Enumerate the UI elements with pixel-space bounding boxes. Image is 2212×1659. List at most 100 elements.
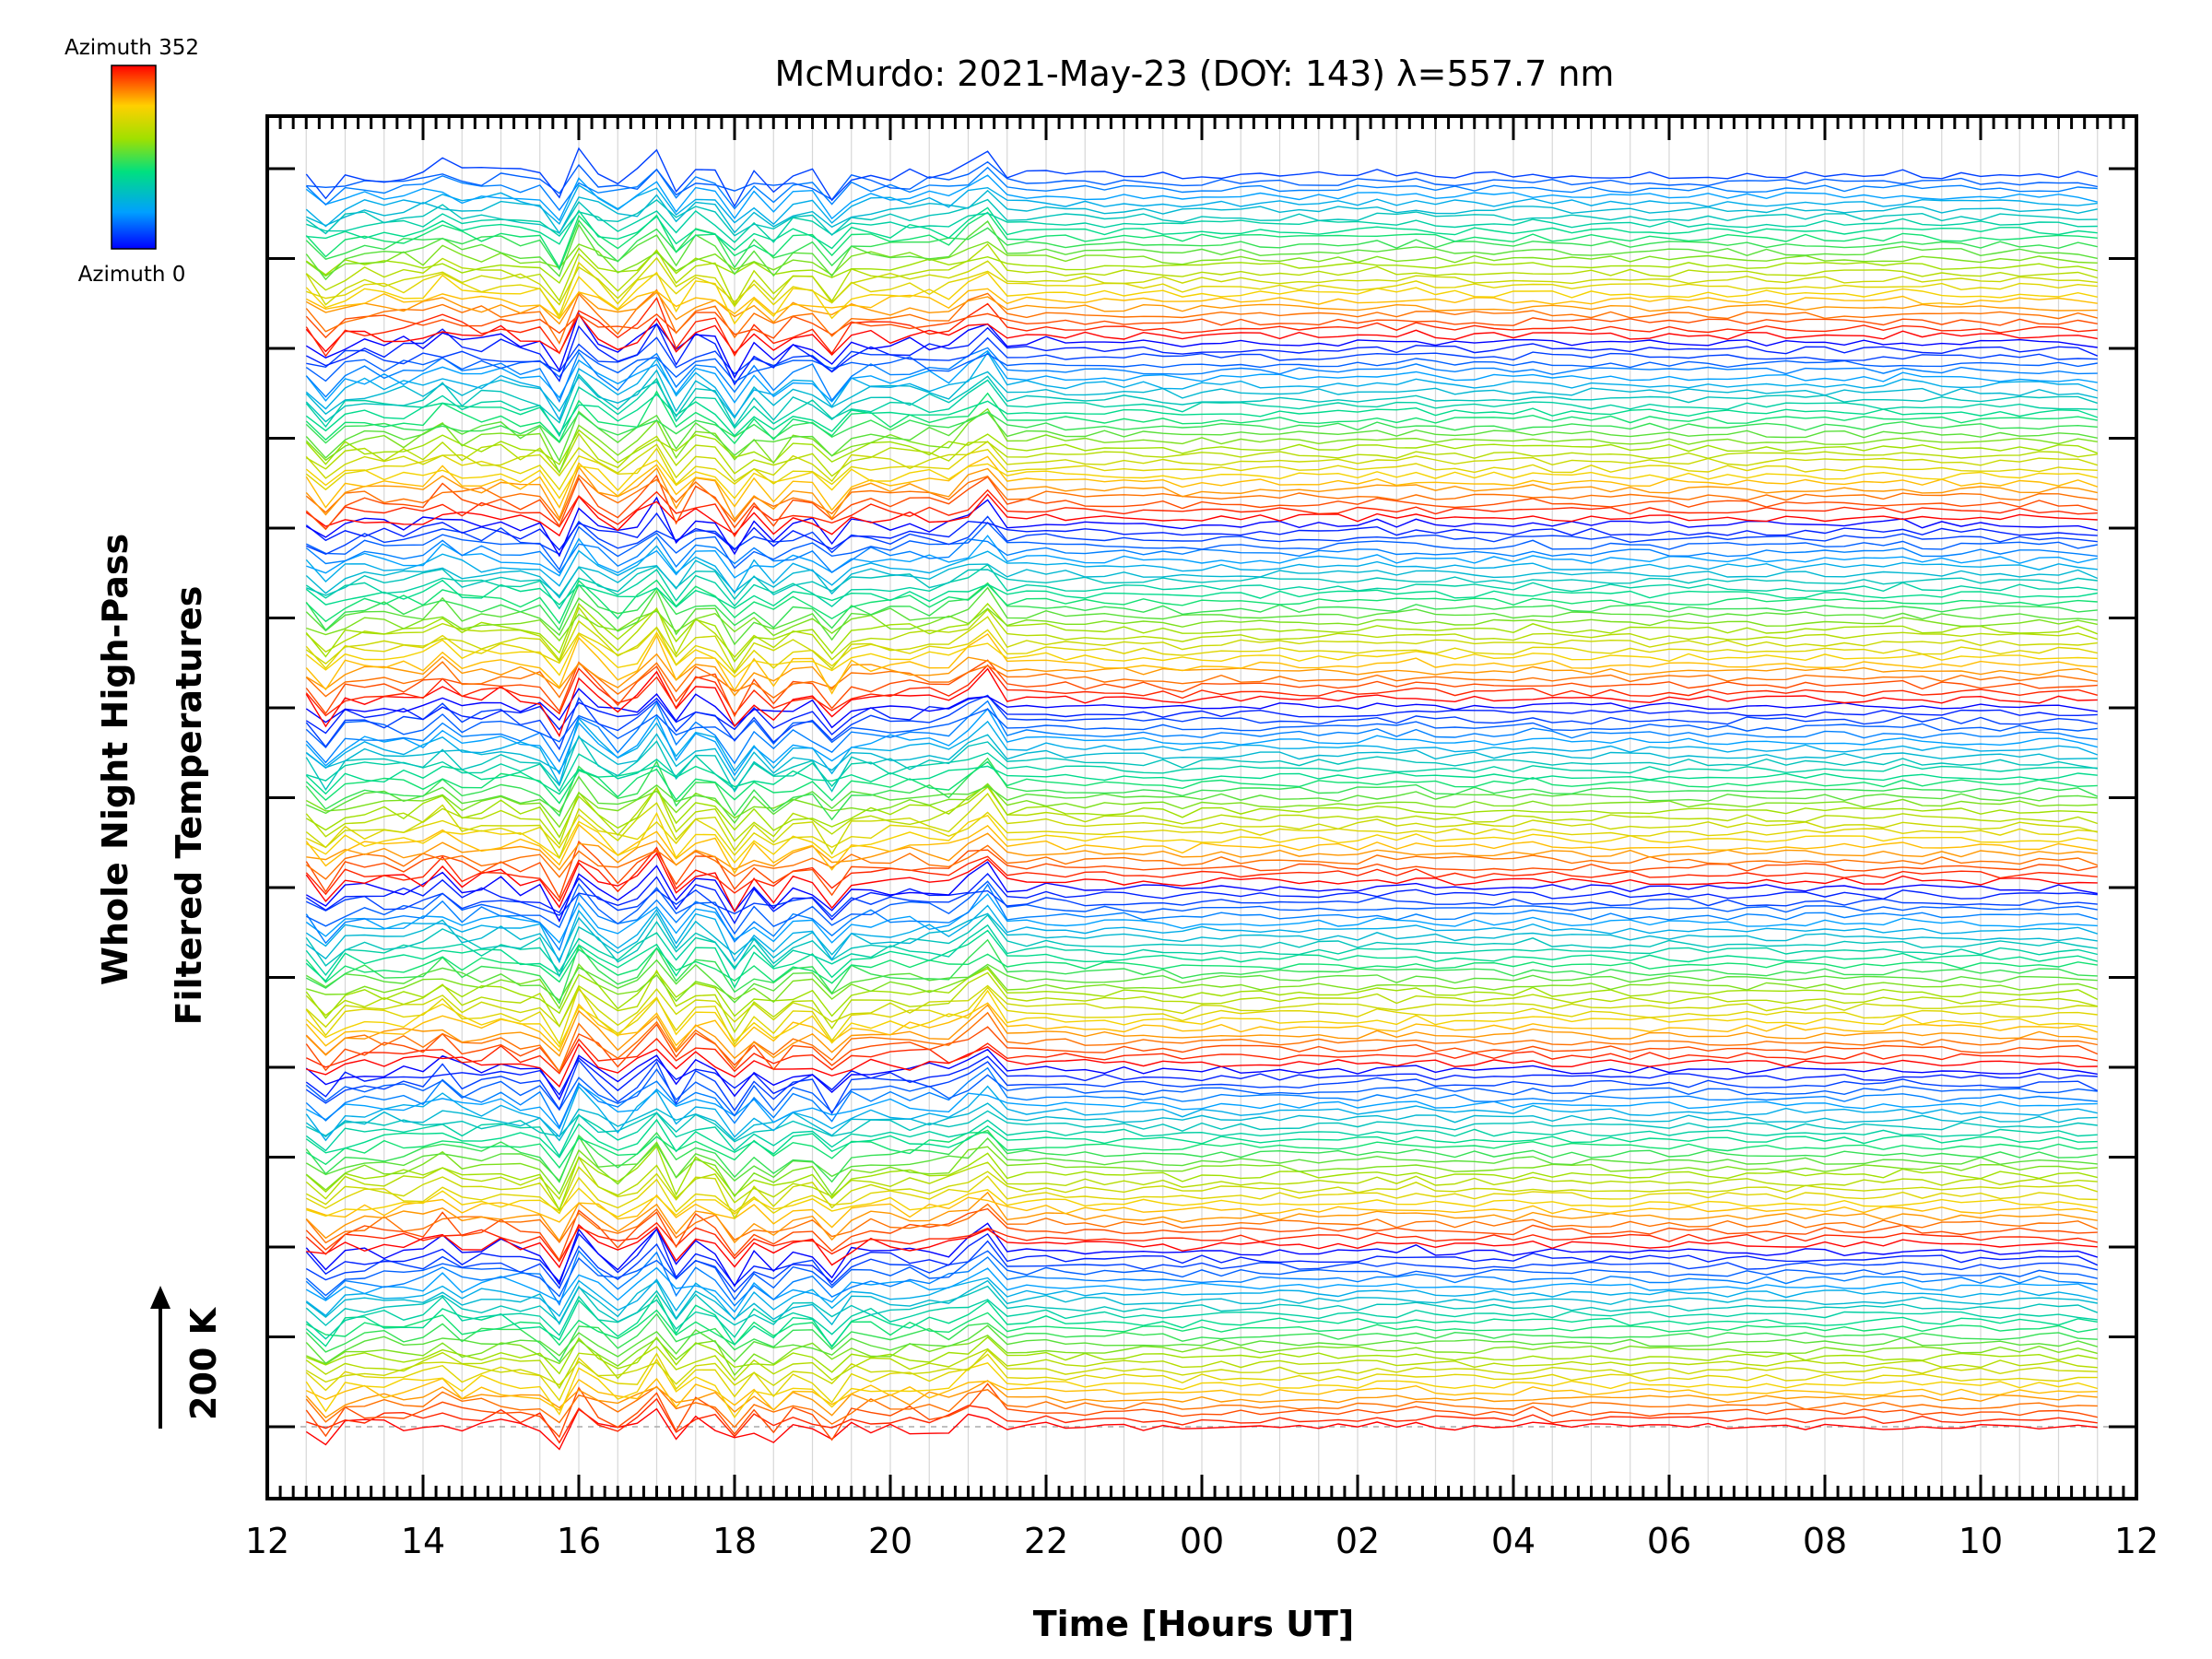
azimuth-trace-line <box>305 861 2098 923</box>
x-tick-label: 02 <box>1335 1521 1380 1561</box>
azimuth-trace-line <box>305 1380 2098 1419</box>
azimuth-trace-line <box>305 1207 2098 1262</box>
azimuth-trace-line <box>305 700 2098 765</box>
azimuth-trace-line <box>306 209 2098 243</box>
colorbar-top-label: Azimuth 352 <box>65 36 199 60</box>
scale-label: 200 K <box>183 1306 224 1420</box>
x-tick-label: 04 <box>1491 1521 1535 1561</box>
azimuth-trace-line <box>305 198 2098 237</box>
azimuth-trace-line <box>305 846 2098 902</box>
azimuth-trace-line <box>305 256 2098 308</box>
azimuth-trace-line <box>305 626 2098 675</box>
azimuth-trace-line <box>305 474 2098 524</box>
azimuth-trace-line <box>305 521 2098 571</box>
x-tick-label: 10 <box>1959 1521 2003 1561</box>
azimuth-trace-line <box>305 218 2098 271</box>
azimuth-trace-line <box>305 512 2098 551</box>
azimuth-trace-line <box>305 1023 2099 1073</box>
azimuth-trace-line <box>305 733 2098 782</box>
azimuth-trace-line <box>305 582 2098 631</box>
azimuth-trace-line <box>305 735 2098 793</box>
azimuth-trace-line <box>305 288 2098 320</box>
azimuth-trace-line <box>305 1277 2098 1322</box>
azimuth-trace-line <box>305 1295 2098 1340</box>
azimuth-trace-line <box>305 708 2098 749</box>
azimuth-trace-line <box>305 1129 2098 1183</box>
azimuth-trace-line <box>305 1266 2099 1313</box>
azimuth-trace-line <box>306 775 2098 824</box>
azimuth-trace-line <box>305 969 2098 1034</box>
azimuth-trace-line <box>305 579 2098 609</box>
azimuth-trace-line <box>305 1382 2098 1441</box>
azimuth-trace-line <box>305 667 2098 738</box>
azimuth-trace-line <box>305 407 2098 475</box>
azimuth-trace-line <box>305 347 2098 404</box>
azimuth-trace-line <box>306 515 2098 556</box>
azimuth-trace-line <box>305 290 2098 325</box>
vertical-gridlines <box>267 116 2136 1499</box>
x-tick-labels: 12 14 16 18 20 22 00 02 04 06 08 10 12 <box>245 1521 2159 1561</box>
x-tick-label: 16 <box>557 1521 601 1561</box>
azimuth-trace-line <box>305 447 2098 491</box>
azimuth-trace-line <box>306 811 2098 856</box>
azimuth-trace-line <box>305 1048 2098 1101</box>
azimuth-trace-line <box>305 1067 2098 1117</box>
azimuth-trace-line <box>305 844 2099 880</box>
azimuth-trace-line <box>305 883 2098 952</box>
azimuth-trace-line <box>305 904 2099 964</box>
azimuth-trace-line <box>305 661 2098 699</box>
azimuth-trace-line <box>305 166 2098 212</box>
azimuth-trace-line <box>305 1250 2098 1307</box>
x-tick-label: 00 <box>1180 1521 1224 1561</box>
azimuth-trace-line <box>305 1004 2098 1060</box>
azimuth-trace-line <box>305 1011 2098 1073</box>
x-tick-label: 06 <box>1647 1521 1691 1561</box>
azimuth-trace-line <box>305 455 2099 512</box>
azimuth-trace-line <box>305 694 2098 751</box>
azimuth-trace-line <box>305 351 2099 421</box>
azimuth-trace-line <box>305 247 2098 285</box>
azimuth-trace-line <box>305 760 2098 805</box>
azimuth-trace-line <box>305 1346 2098 1390</box>
azimuth-trace-line <box>305 707 2098 777</box>
azimuth-trace-line <box>305 183 2098 228</box>
azimuth-trace-line <box>306 1223 2098 1269</box>
azimuth-trace-line <box>305 1385 2098 1429</box>
azimuth-trace-line <box>305 1118 2098 1159</box>
azimuth-trace-line <box>305 545 2098 594</box>
azimuth-trace-line <box>305 432 2098 477</box>
azimuth-trace-line <box>305 586 2098 646</box>
azimuth-trace-line <box>305 989 2098 1049</box>
azimuth-trace-line <box>305 211 2098 270</box>
azimuth-trace-line <box>305 1309 2098 1347</box>
x-tick-label: 18 <box>712 1521 757 1561</box>
scale-bar: 200 K <box>150 1286 224 1429</box>
azimuth-trace-line <box>306 1042 2098 1088</box>
x-axis-label: Time [Hours UT] <box>1033 1604 1355 1644</box>
azimuth-trace-line <box>306 160 2098 201</box>
azimuth-trace-line <box>305 373 2099 428</box>
azimuth-trace-line <box>306 607 2098 642</box>
azimuth-trace-line <box>305 1222 2099 1288</box>
azimuth-trace-line <box>305 959 2098 1004</box>
azimuth-trace-line <box>305 1352 2098 1404</box>
azimuth-trace-line <box>305 1156 2098 1204</box>
azimuth-trace-line <box>305 1407 2098 1451</box>
azimuth-trace-line <box>306 206 2098 252</box>
azimuth-trace-line <box>305 474 2098 531</box>
azimuth-trace-line <box>305 792 2098 860</box>
azimuth-trace-line <box>306 565 2098 601</box>
azimuth-trace-line <box>305 312 2098 339</box>
x-tick-label: 12 <box>2114 1521 2159 1561</box>
azimuth-trace-line <box>305 1066 2098 1129</box>
azimuth-trace-line <box>305 1038 2098 1075</box>
x-tick-label: 20 <box>868 1521 912 1561</box>
x-tick-label: 22 <box>1024 1521 1068 1561</box>
azimuth-trace-line <box>305 288 2098 346</box>
azimuth-trace-line <box>305 872 2098 924</box>
azimuth-trace-line <box>305 1141 2098 1198</box>
colorbar <box>111 65 157 250</box>
azimuth-trace-line <box>305 606 2099 662</box>
azimuth-trace-line <box>305 1250 2098 1301</box>
